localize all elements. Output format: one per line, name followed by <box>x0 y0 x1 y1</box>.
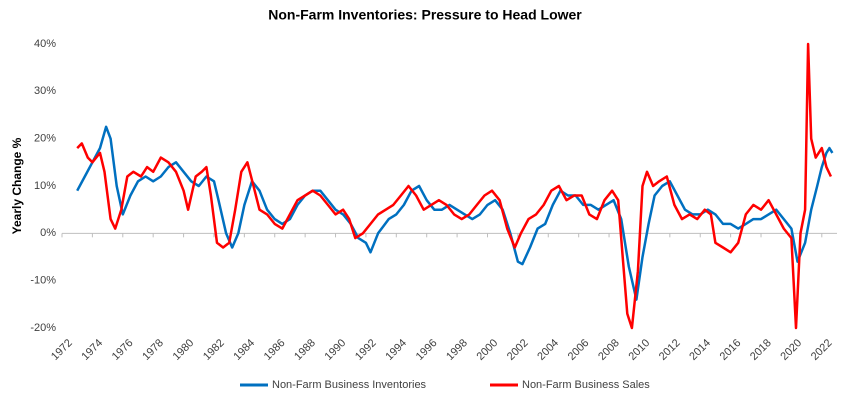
y-tick-label: 40% <box>34 38 56 50</box>
x-tick-label: 2010 <box>626 337 652 363</box>
y-axis-label: Yearly Change % <box>10 137 24 234</box>
y-tick-label: 20% <box>34 133 56 145</box>
legend-label: Non-Farm Business Sales <box>522 379 650 391</box>
x-tick-label: 1976 <box>110 337 136 363</box>
x-tick-label: 2006 <box>566 337 592 363</box>
x-tick-label: 2018 <box>748 337 774 363</box>
x-tick-label: 1990 <box>323 337 349 363</box>
x-tick-label: 1982 <box>201 337 227 363</box>
x-tick-label: 2022 <box>809 337 835 363</box>
x-tick-label: 2002 <box>505 337 531 363</box>
x-tick-label: 2004 <box>535 337 561 363</box>
x-tick-label: 1986 <box>262 337 288 363</box>
series-line <box>76 125 834 301</box>
legend-label: Non-Farm Business Inventories <box>272 379 427 391</box>
x-tick-label: 1994 <box>383 337 409 363</box>
x-tick-label: 1992 <box>353 337 379 363</box>
x-tick-label: 1996 <box>414 337 440 363</box>
x-tick-label: 1978 <box>140 337 166 363</box>
x-tick-label: 1980 <box>171 337 197 363</box>
x-tick-label: 2014 <box>687 337 713 363</box>
series-line <box>76 42 833 330</box>
x-tick-label: 1984 <box>231 337 257 363</box>
chart-title: Non-Farm Inventories: Pressure to Head L… <box>268 7 582 23</box>
y-tick-label: -10% <box>30 275 56 287</box>
y-tick-label: 30% <box>34 85 56 97</box>
y-tick-label: -20% <box>30 322 56 334</box>
x-tick-label: 1988 <box>292 337 318 363</box>
x-tick-label: 2008 <box>596 337 622 363</box>
x-tick-label: 2020 <box>778 337 804 363</box>
x-tick-label: 1998 <box>444 337 470 363</box>
y-tick-label: 0% <box>40 227 56 239</box>
x-tick-label: 1974 <box>79 337 105 363</box>
y-tick-label: 10% <box>34 180 56 192</box>
x-tick-label: 2016 <box>718 337 744 363</box>
x-tick-label: 1972 <box>49 337 75 363</box>
x-tick-label: 2000 <box>475 337 501 363</box>
x-tick-label: 2012 <box>657 337 683 363</box>
